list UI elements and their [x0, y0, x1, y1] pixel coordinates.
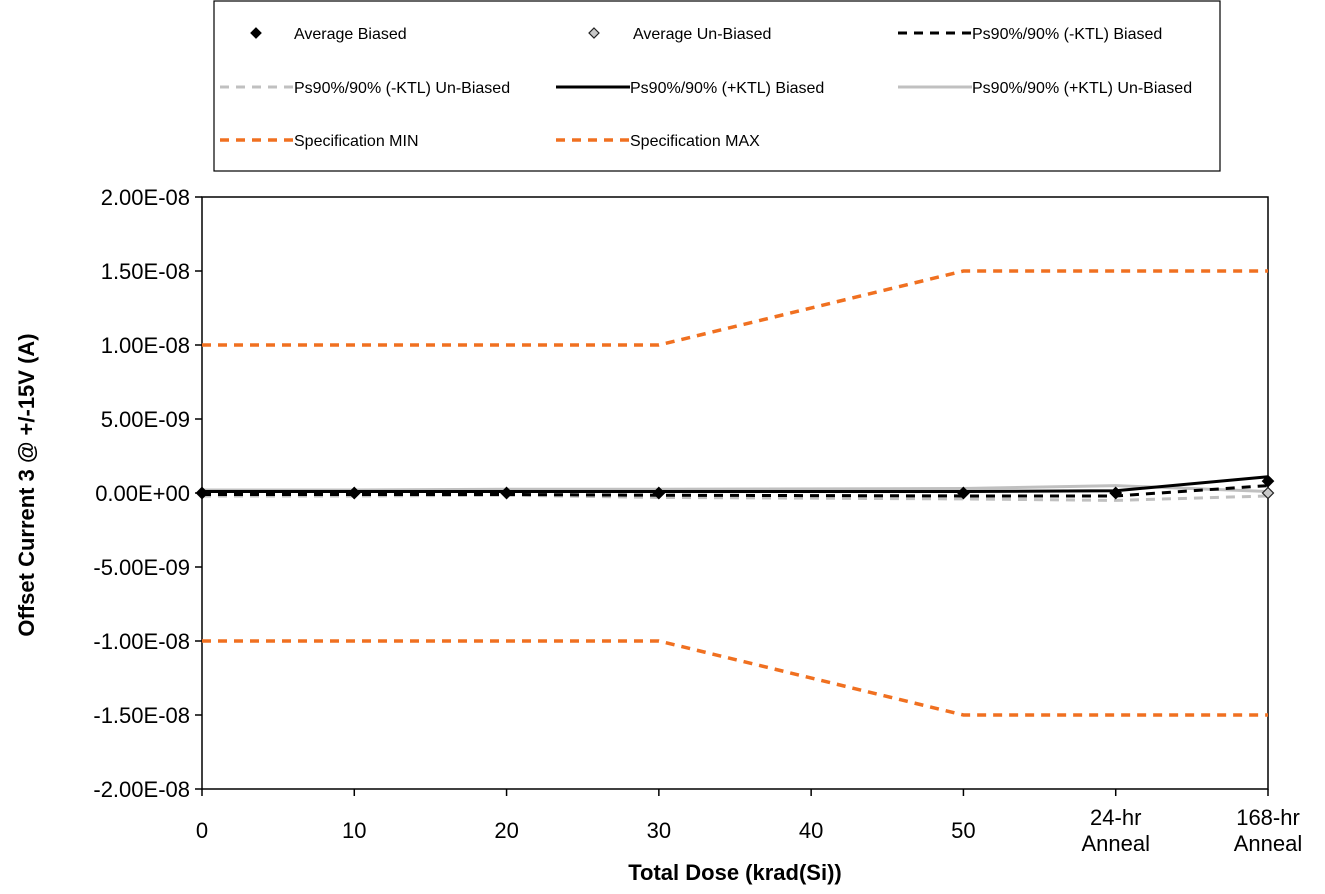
y-tick-label: 1.50E-08 [101, 259, 190, 284]
y-tick-label: -1.50E-08 [93, 703, 190, 728]
series-line [202, 269, 1268, 347]
series-7 [202, 269, 1268, 347]
y-tick-label: 5.00E-09 [101, 407, 190, 432]
legend: Average Biased Average Un-Biased Ps90%/90%… [213, 0, 1221, 172]
legend-item: Average Biased [250, 26, 407, 43]
x-tick-label: 168-hr Anneal [1234, 805, 1303, 856]
data-point [195, 486, 209, 500]
y-tick-label: -5.00E-09 [93, 555, 190, 580]
x-tick-label: 40 [799, 818, 823, 843]
series-1 [195, 474, 1275, 500]
x-tick-label: 20 [494, 818, 518, 843]
x-tick-label: 10 [342, 818, 366, 843]
legend-label: Ps90%/90% (-KTL) Un-Biased [294, 80, 510, 97]
x-axis: 0 10 20 30 40 50 24-hr Anneal 168-hr Anneal [196, 789, 1302, 856]
x-tick-label: 30 [647, 818, 671, 843]
legend-item: Specification MAX [556, 133, 760, 150]
legend-label: Ps90%/90% (+KTL) Biased [630, 80, 824, 97]
series-line [202, 639, 1268, 717]
series-layer [195, 269, 1275, 717]
y-tick-label: 2.00E-08 [101, 185, 190, 210]
legend-label: Specification MIN [294, 133, 419, 150]
data-point [1261, 474, 1275, 488]
data-point [500, 486, 513, 500]
legend-swatch [588, 27, 600, 39]
y-tick-label: -1.00E-08 [93, 629, 190, 654]
data-point [1261, 486, 1275, 500]
legend-label: Ps90%/90% (-KTL) Biased [972, 26, 1162, 43]
series-8 [202, 639, 1268, 717]
data-point [957, 486, 970, 500]
legend-box [213, 0, 1221, 172]
legend-item: Ps90%/90% (-KTL) Biased [898, 26, 1162, 43]
legend-label: Average Un-Biased [633, 26, 771, 43]
data-point [347, 486, 361, 500]
y-axis-title: Offset Current 3 @ +/-15V (A) [14, 333, 39, 636]
legend-item: Ps90%/90% (+KTL) Un-Biased [898, 80, 1192, 97]
legend-label: Ps90%/90% (+KTL) Un-Biased [972, 80, 1192, 97]
legend-item: Ps90%/90% (-KTL) Un-Biased [220, 80, 510, 97]
legend-label: Specification MAX [630, 133, 760, 150]
legend-item: Average Un-Biased [588, 26, 771, 43]
legend-item: Specification MIN [220, 133, 419, 150]
x-tick-label: 0 [196, 818, 208, 843]
legend-label: Average Biased [294, 26, 407, 43]
y-axis: 2.00E-08 1.50E-08 1.00E-08 5.00E-09 0.00E+00… [93, 185, 202, 802]
y-tick-label: 1.00E-08 [101, 333, 190, 358]
y-tick-label: -2.00E-08 [93, 777, 190, 802]
x-tick-label: 24-hr Anneal [1081, 805, 1150, 856]
data-point [652, 486, 666, 500]
data-point [1109, 486, 1123, 500]
y-tick-label: 0.00E+00 [95, 481, 190, 506]
x-axis-title: Total Dose (krad(Si)) [628, 860, 842, 885]
x-tick-label: 50 [951, 818, 975, 843]
legend-swatch [250, 27, 262, 39]
legend-item: Ps90%/90% (+KTL) Biased [556, 80, 824, 97]
